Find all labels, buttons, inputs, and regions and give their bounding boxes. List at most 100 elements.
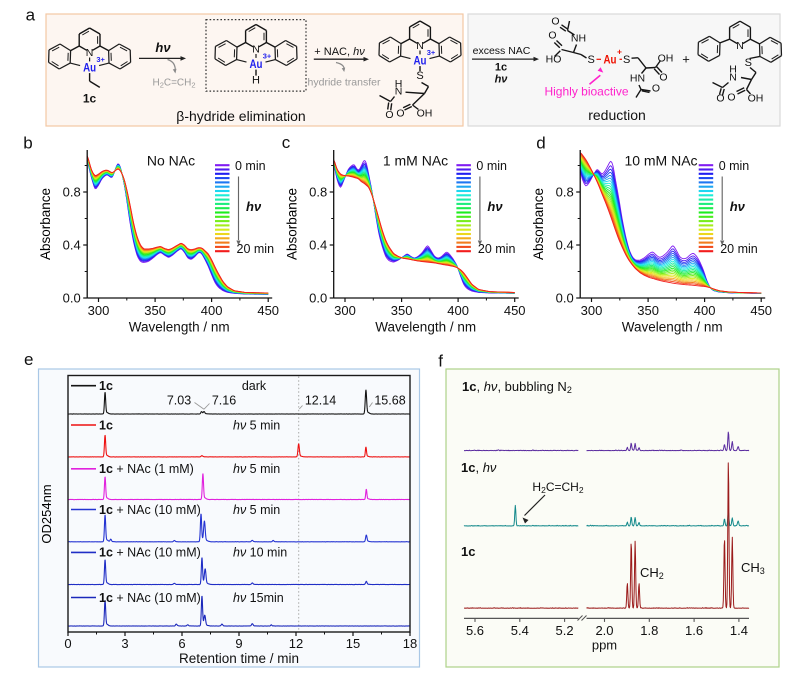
svg-text:S: S — [745, 57, 752, 69]
svg-text:O: O — [727, 92, 735, 104]
svg-text:CH3: CH3 — [741, 560, 765, 576]
svg-text:N: N — [395, 86, 403, 98]
svg-text:excess NAC: excess NAC — [473, 45, 531, 57]
svg-text:CH2: CH2 — [640, 565, 664, 581]
svg-text:Au: Au — [414, 53, 427, 67]
svg-text:7.03: 7.03 — [167, 394, 191, 408]
svg-text:Wavelength / nm: Wavelength / nm — [375, 320, 476, 335]
svg-text:20 min: 20 min — [478, 242, 516, 256]
svg-text:O: O — [716, 93, 724, 105]
svg-text:N: N — [416, 40, 424, 52]
svg-text:3+: 3+ — [427, 48, 436, 57]
svg-text:+: + — [617, 47, 622, 57]
svg-text:1c, hν, bubbling N2: 1c, hν, bubbling N2 — [462, 379, 572, 395]
svg-text:hν: hν — [495, 74, 509, 86]
svg-text:O: O — [551, 16, 559, 28]
svg-text:450: 450 — [257, 303, 279, 318]
svg-text:hν 5 min: hν 5 min — [233, 503, 280, 517]
svg-text:1.6: 1.6 — [685, 623, 703, 638]
svg-text:300: 300 — [88, 303, 110, 318]
svg-text:β-hydride elimination: β-hydride elimination — [176, 108, 305, 124]
svg-text:OH: OH — [417, 108, 433, 120]
svg-text:0.8: 0.8 — [63, 185, 81, 200]
svg-text:e: e — [24, 350, 33, 369]
svg-text:12: 12 — [289, 636, 303, 651]
svg-text:a: a — [26, 6, 36, 25]
svg-text:3: 3 — [121, 636, 128, 651]
svg-text:+ NAC, hν: + NAC, hν — [314, 46, 365, 58]
svg-text:400: 400 — [694, 303, 716, 318]
svg-text:hν 15min: hν 15min — [233, 591, 284, 605]
svg-text:N: N — [252, 44, 260, 56]
svg-text:1c + NAc (1 mM): 1c + NAc (1 mM) — [99, 462, 194, 476]
svg-text:2.0: 2.0 — [595, 623, 613, 638]
svg-text:H: H — [395, 78, 403, 90]
svg-text:350: 350 — [391, 303, 413, 318]
svg-text:hydride transfer: hydride transfer — [308, 77, 381, 89]
svg-text:0.8: 0.8 — [556, 185, 574, 200]
svg-text:f: f — [438, 352, 443, 371]
svg-text:HN: HN — [630, 73, 645, 85]
svg-text:0: 0 — [64, 636, 71, 651]
svg-text:O: O — [396, 108, 404, 120]
svg-text:hν: hν — [487, 199, 503, 214]
svg-text:dark: dark — [242, 379, 267, 393]
svg-text:7.16: 7.16 — [212, 394, 236, 408]
svg-text:18: 18 — [403, 636, 417, 651]
svg-text:Highly bioactive: Highly bioactive — [544, 84, 628, 98]
svg-text:20 min: 20 min — [237, 242, 275, 256]
svg-text:N: N — [736, 40, 744, 52]
svg-text:0.0: 0.0 — [556, 291, 574, 306]
svg-text:Wavelength / nm: Wavelength / nm — [622, 320, 723, 335]
svg-text:hν: hν — [155, 40, 171, 55]
svg-text:1.4: 1.4 — [730, 623, 748, 638]
svg-text:Retention time / min: Retention time / min — [179, 651, 299, 666]
svg-text:H: H — [252, 75, 260, 87]
svg-text:10 mM NAc: 10 mM NAc — [624, 153, 697, 169]
svg-text:b: b — [23, 133, 32, 152]
svg-text:ppm: ppm — [592, 638, 617, 653]
svg-text:3+: 3+ — [96, 55, 105, 64]
svg-text:0 min: 0 min — [476, 159, 507, 173]
svg-text:O: O — [659, 72, 667, 84]
svg-text:3+: 3+ — [263, 52, 272, 61]
svg-text:350: 350 — [637, 303, 659, 318]
svg-text:1c + NAc (10 mM): 1c + NAc (10 mM) — [99, 591, 201, 605]
svg-text:Wavelength / nm: Wavelength / nm — [129, 320, 230, 335]
svg-text:0.0: 0.0 — [63, 291, 81, 306]
svg-text:Absorbance: Absorbance — [38, 188, 53, 260]
svg-text:450: 450 — [750, 303, 772, 318]
svg-text:1 mM NAc: 1 mM NAc — [383, 153, 448, 169]
svg-text:+: + — [682, 52, 690, 67]
svg-text:Au: Au — [604, 52, 617, 66]
svg-text:0.4: 0.4 — [309, 238, 327, 253]
svg-text:O: O — [652, 83, 660, 95]
svg-text:0 min: 0 min — [235, 159, 266, 173]
svg-text:300: 300 — [581, 303, 603, 318]
svg-text:NH: NH — [571, 33, 586, 45]
svg-text:HO: HO — [546, 54, 562, 66]
svg-text:reduction: reduction — [588, 107, 646, 123]
svg-text:S: S — [416, 70, 423, 82]
svg-text:hν: hν — [730, 199, 746, 214]
svg-text:S: S — [588, 54, 595, 66]
svg-text:1c: 1c — [495, 62, 507, 74]
svg-text:400: 400 — [447, 303, 469, 318]
svg-text:Au: Au — [250, 57, 263, 71]
svg-text:400: 400 — [201, 303, 223, 318]
svg-text:hν 5 min: hν 5 min — [233, 462, 280, 476]
svg-text:12.14: 12.14 — [305, 394, 336, 408]
svg-text:OD254nm: OD254nm — [39, 484, 54, 543]
svg-text:5.2: 5.2 — [556, 623, 574, 638]
svg-text:1c + NAc (10 mM): 1c + NAc (10 mM) — [99, 546, 201, 560]
svg-text:H: H — [729, 64, 737, 76]
svg-text:H2C=CH2: H2C=CH2 — [532, 480, 583, 495]
svg-text:OH: OH — [658, 52, 674, 64]
svg-text:0.4: 0.4 — [556, 238, 574, 253]
svg-text:O: O — [548, 30, 556, 42]
svg-text:5.4: 5.4 — [511, 623, 529, 638]
svg-text:350: 350 — [144, 303, 166, 318]
svg-text:1c: 1c — [461, 544, 475, 559]
svg-text:Absorbance: Absorbance — [531, 188, 546, 260]
svg-text:15.68: 15.68 — [374, 394, 405, 408]
